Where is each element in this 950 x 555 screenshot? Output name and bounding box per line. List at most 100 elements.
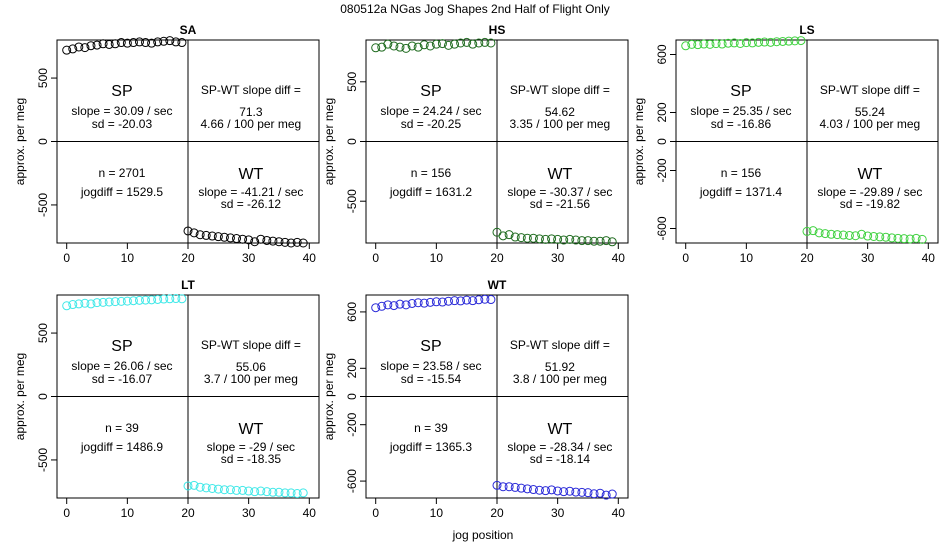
sp-point	[437, 39, 447, 49]
sp-slope: slope = 24.24 / sec	[380, 104, 481, 118]
x-tick-label: 0	[372, 251, 379, 265]
sp-point	[443, 40, 453, 50]
sp-point	[395, 42, 405, 52]
wt-point	[899, 234, 909, 244]
sp-point	[760, 37, 770, 47]
wt-slope: slope = -28.34 / sec	[507, 440, 612, 454]
wt-point	[905, 234, 915, 244]
y-tick-label: -600	[655, 216, 669, 240]
wt-point	[522, 233, 532, 243]
y-tick-label: 500	[36, 323, 50, 343]
sp-point	[747, 38, 757, 48]
sp-point	[171, 294, 181, 304]
wt-point	[492, 480, 502, 490]
wt-point	[607, 489, 617, 499]
sp-point	[753, 37, 763, 47]
x-tick-label: 40	[303, 251, 317, 265]
sp-point	[98, 297, 108, 307]
wt-point	[826, 229, 836, 239]
sp-point	[165, 294, 175, 304]
slope-diff-label: SP-WT slope diff =	[510, 338, 610, 352]
panel-lt: LT approx. per meg 0 10 20 30 40 -500 0 500 SP slop…	[13, 278, 320, 520]
sp-sd: sd = -20.03	[92, 117, 153, 131]
wt-label: WT	[547, 166, 572, 183]
wt-point	[219, 485, 229, 495]
wt-point	[802, 226, 812, 236]
jogdiff: jogdiff = 1486.9	[80, 440, 164, 454]
wt-point	[274, 487, 284, 497]
sp-point	[741, 38, 751, 48]
wt-point	[498, 482, 508, 492]
wt-point	[516, 483, 526, 493]
sp-label: SP	[111, 338, 132, 355]
sp-point	[431, 39, 441, 49]
y-tick-label: -600	[345, 469, 359, 493]
jogdiff: jogdiff = 1371.4	[699, 185, 783, 199]
wt-point	[541, 486, 551, 496]
sp-point	[456, 296, 466, 306]
sp-label: SP	[420, 83, 441, 100]
sp-point	[766, 37, 776, 47]
wt-point	[571, 487, 581, 497]
wt-point	[298, 488, 308, 498]
wt-point	[522, 484, 532, 494]
x-tick-label: 10	[740, 251, 754, 265]
wt-label: WT	[238, 421, 263, 438]
sp-point	[377, 42, 387, 52]
sp-point	[717, 39, 727, 49]
y-tick-label: 0	[345, 393, 359, 400]
wt-point	[814, 228, 824, 238]
sp-point	[80, 43, 90, 53]
wt-slope: slope = -41.21 / sec	[198, 185, 303, 199]
slope-diff-ratio: 3.35 / 100 per meg	[510, 117, 611, 131]
slope-diff-value: 71.3	[239, 105, 263, 119]
sp-point	[62, 301, 72, 311]
sp-point	[371, 303, 381, 313]
wt-point	[589, 236, 599, 246]
sp-point	[401, 43, 411, 53]
wt-point	[541, 234, 551, 244]
wt-label: WT	[547, 421, 572, 438]
sp-label: SP	[420, 338, 441, 355]
wt-point	[565, 234, 575, 244]
sp-point	[413, 42, 423, 52]
sp-point	[147, 38, 157, 48]
y-tick-label: 0	[345, 138, 359, 145]
sp-point	[122, 296, 132, 306]
sp-point	[141, 38, 151, 48]
wt-sd: sd = -26.12	[221, 197, 282, 211]
wt-point	[274, 237, 284, 247]
sp-point	[474, 295, 484, 305]
wt-point	[250, 237, 260, 247]
sp-point	[425, 41, 435, 51]
x-tick-label: 20	[490, 251, 504, 265]
y-axis-label: approx. per meg	[322, 98, 336, 185]
wt-point	[207, 231, 217, 241]
x-tick-label: 20	[181, 506, 195, 520]
sp-label: SP	[730, 83, 751, 100]
n-count: n = 2701	[98, 166, 145, 180]
wt-point	[857, 229, 867, 239]
wt-point	[547, 485, 557, 495]
panel-wt: WT approx. per meg 0 10 20 30 40 -600 -200 0 200 60…	[322, 278, 629, 520]
wt-point	[844, 230, 854, 240]
wt-point	[504, 230, 514, 240]
wt-point	[510, 232, 520, 242]
wt-point	[244, 235, 254, 245]
wt-point	[280, 488, 290, 498]
wt-point	[238, 234, 248, 244]
x-tick-label: 10	[430, 506, 444, 520]
sp-point	[413, 298, 423, 308]
slope-diff-label: SP-WT slope diff =	[201, 338, 301, 352]
y-axis-label: approx. per meg	[632, 98, 646, 185]
sp-point	[68, 300, 78, 310]
sp-point	[389, 301, 399, 311]
wt-point	[601, 490, 611, 500]
wt-point	[820, 229, 830, 239]
sp-point	[383, 39, 393, 49]
n-count: n = 39	[414, 421, 448, 435]
wt-point	[571, 235, 581, 245]
y-tick-label: 200	[345, 358, 359, 378]
n-count: n = 39	[105, 421, 139, 435]
